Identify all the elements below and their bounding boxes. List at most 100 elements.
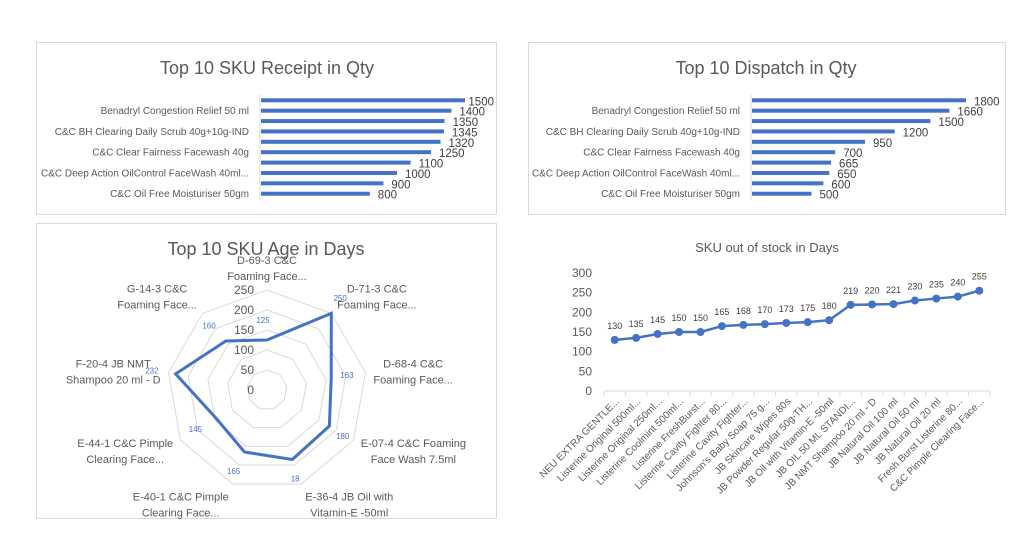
y-tick-label: 100 [572, 345, 592, 359]
dispatch-chart-panel [528, 42, 1006, 215]
radar-category-label-line: D-68-4 C&C [383, 359, 443, 371]
bar [261, 129, 444, 134]
data-point-marker [803, 318, 812, 327]
bar-category-label: C&C BH Clearing Daily Scrub 40g+10g-IND [55, 127, 249, 138]
data-point-marker [953, 292, 962, 301]
bar-data-label: 1350 [453, 117, 479, 129]
age-radar-chart: 0 50 100 150 200 250 125 250 163 180 18 165 145 232 16… [66, 255, 466, 520]
radar-category-label-line: Foaming Face... [227, 271, 306, 283]
receipt-chart-panel [36, 42, 497, 215]
radar-category-label: E-36-4 JB Oil with Vitamin-E -50ml [305, 492, 393, 520]
radar-tick-label: 50 [241, 363, 255, 377]
age-chart-panel [36, 223, 497, 519]
data-point-label: 180 [822, 301, 837, 311]
data-point-marker [632, 333, 641, 342]
data-point-marker [889, 300, 898, 309]
bar-data-label: 1100 [419, 159, 444, 171]
y-tick-label: 150 [572, 325, 592, 339]
bar-data-label: 900 [391, 179, 410, 191]
bar-category-label: Benadryl Congestion Relief 50 ml [592, 106, 740, 117]
y-tick-label: 0 [585, 384, 592, 398]
bar-category-label: C&C Deep Action OilControl FaceWash 40ml… [41, 168, 249, 179]
radar-data-label: 160 [202, 322, 216, 331]
radar-category-label: D-69-3 C&C Foaming Face... [227, 255, 306, 283]
radar-data-label: 145 [189, 425, 203, 434]
bar-data-label: 600 [831, 179, 850, 191]
radar-category-label-line: E-40-1 C&C Pimple [133, 492, 229, 504]
bar-data-label: 800 [378, 190, 397, 202]
data-point-label: 130 [607, 321, 622, 331]
bar-data-label: 1500 [468, 96, 494, 108]
radar-category-label-line: Vitamin-E -50ml [310, 508, 388, 520]
dispatch-chart-title: Top 10 Dispatch in Qty [675, 58, 856, 78]
bar-category-label: C&C Oil Free Moisturiser 50gm [110, 189, 249, 200]
data-point-label: 255 [972, 272, 987, 282]
radar-category-label-line: Foaming Face... [337, 300, 416, 312]
radar-data-label: 232 [145, 366, 159, 375]
data-point-marker [932, 294, 941, 303]
series-line [614, 289, 980, 342]
radar-category-label-line: D-71-3 C&C [347, 284, 407, 296]
bar-data-label: 950 [873, 138, 892, 150]
bar-data-label: 1660 [957, 107, 983, 119]
bar [752, 98, 966, 103]
bar-data-label: 1250 [439, 148, 465, 160]
data-point-marker [675, 328, 684, 336]
data-point-label: 165 [714, 307, 729, 317]
radar-category-label-line: E-44-1 C&C Pimple [77, 438, 173, 450]
out-of-stock-chart-title: SKU out of stock in Days [695, 240, 839, 255]
bar-category-label: Benadryl Congestion Relief 50 ml [101, 106, 249, 117]
bar-data-label: 1320 [449, 138, 475, 150]
data-point-label: 150 [672, 313, 687, 323]
radar-category-label: E-40-1 C&C Pimple Clearing Face... [133, 492, 229, 520]
radar-category-label-line: Foaming Face... [117, 300, 196, 312]
bar [752, 108, 950, 113]
radar-category-label-line: D-69-3 C&C [237, 255, 297, 267]
radar-category-label: E-44-1 C&C Pimple Clearing Face... [77, 438, 173, 466]
data-point-label: 168 [736, 306, 751, 316]
bar-category-label: C&C Oil Free Moisturiser 50gm [601, 189, 740, 200]
data-point-marker [696, 328, 705, 336]
data-point-marker [610, 335, 619, 344]
x-category-label: Listerine Original 500ml... [555, 396, 643, 484]
radar-category-label-line: G-14-3 C&C [127, 284, 188, 296]
bar [261, 160, 411, 165]
data-point-label: 230 [907, 282, 922, 292]
bar-data-label: 1800 [974, 96, 1000, 108]
data-point-label: 219 [843, 286, 858, 296]
bar [261, 181, 384, 186]
radar-category-label: D-71-3 C&C Foaming Face... [337, 284, 416, 312]
bar [752, 139, 865, 144]
radar-data-label: 250 [333, 294, 347, 303]
data-point-marker [868, 300, 877, 309]
radar-series-line [173, 311, 333, 462]
radar-grid-ring [167, 289, 367, 485]
receipt-chart-title: Top 10 SKU Receipt in Qty [160, 58, 374, 78]
bar-category-label: C&C Deep Action OilControl FaceWash 40ml… [532, 168, 740, 179]
data-point-marker [717, 322, 726, 331]
bar [261, 108, 452, 113]
bar [261, 98, 465, 103]
bar [752, 119, 931, 124]
age-chart-title: Top 10 SKU Age in Days [167, 239, 364, 259]
radar-tick-label: 100 [234, 343, 254, 357]
bar [261, 139, 441, 144]
radar-tick-label: 150 [234, 323, 254, 337]
radar-category-label-line: Shampoo 20 ml - D [66, 375, 161, 387]
bar [752, 170, 830, 175]
bar [261, 150, 431, 155]
radar-category-label-line: E-07-4 C&C Foaming [361, 438, 466, 450]
radar-category-label: E-07-4 C&C Foaming Face Wash 7.5ml [361, 438, 466, 466]
data-point-marker [760, 320, 769, 329]
radar-data-label: 163 [340, 371, 354, 380]
data-point-label: 235 [929, 280, 944, 290]
data-point-marker [739, 320, 748, 329]
y-tick-label: 300 [572, 266, 592, 280]
bar-category-label: C&C Clear Fairness Facewash 40g [583, 148, 740, 159]
y-tick-label: 200 [572, 305, 592, 319]
radar-grid-ring [246, 369, 288, 410]
bar [752, 129, 895, 134]
bar [261, 191, 370, 196]
bar-data-label: 1500 [938, 117, 964, 129]
